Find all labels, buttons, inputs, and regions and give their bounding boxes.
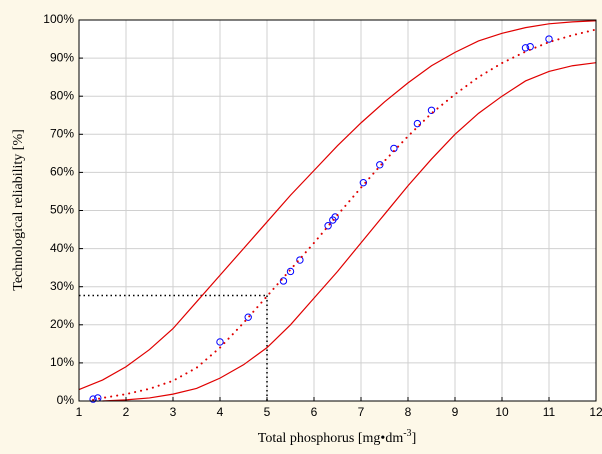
confidence-curve: [102, 62, 597, 402]
data-point: [279, 277, 288, 285]
data-point: [359, 178, 368, 187]
y-axis-label: Technological reliability [%]: [11, 129, 26, 291]
x-tick-label: 8: [405, 405, 412, 419]
x-tick-label: 5: [264, 405, 271, 419]
data-point: [244, 313, 252, 321]
data-point: [427, 106, 436, 114]
x-tick-label: 12: [589, 405, 602, 419]
data-point: [216, 338, 224, 346]
data-point: [545, 35, 553, 43]
x-tick-label: 7: [358, 405, 365, 419]
y-tick-label: 30%: [50, 279, 74, 293]
data-point: [286, 267, 295, 276]
x-tick-label: 4: [217, 405, 224, 419]
x-tick-label: 11: [543, 405, 556, 419]
x-label-superscript: -3: [403, 428, 411, 439]
y-tick-label: 90%: [50, 50, 74, 64]
marks: [78, 20, 597, 403]
x-tick-label: 3: [170, 405, 177, 419]
x-axis-label: Total phosphorus [mg•dm-3]: [258, 428, 416, 446]
confidence-curve: [78, 20, 597, 391]
y-tick-label: 50%: [50, 203, 74, 217]
data-point: [324, 222, 332, 230]
y-tick-label: 80%: [50, 88, 74, 102]
x-tick-label: 2: [123, 405, 130, 419]
x-tick-label: 6: [311, 405, 318, 419]
data-point: [296, 256, 304, 264]
fitted-curve: [92, 28, 597, 401]
y-tick-label: 20%: [50, 317, 74, 331]
data-point: [413, 119, 422, 128]
y-tick-label: 10%: [50, 355, 74, 369]
x-label-part: ]: [412, 431, 417, 446]
x-tick-label: 9: [452, 405, 459, 419]
data-point: [376, 161, 384, 169]
x-label-part: Total phosphorus [mg•dm: [258, 431, 404, 446]
y-tick-label: 40%: [50, 241, 74, 255]
x-tick-label: 10: [495, 405, 509, 419]
y-tick-label: 0%: [57, 393, 75, 407]
y-tick-label: 100%: [43, 12, 74, 26]
x-tick-label: 1: [76, 405, 83, 419]
y-tick-label: 70%: [50, 126, 74, 140]
data-point: [331, 213, 339, 221]
y-tick-label: 60%: [50, 165, 74, 179]
data-point: [521, 44, 530, 52]
data-point: [89, 395, 97, 403]
